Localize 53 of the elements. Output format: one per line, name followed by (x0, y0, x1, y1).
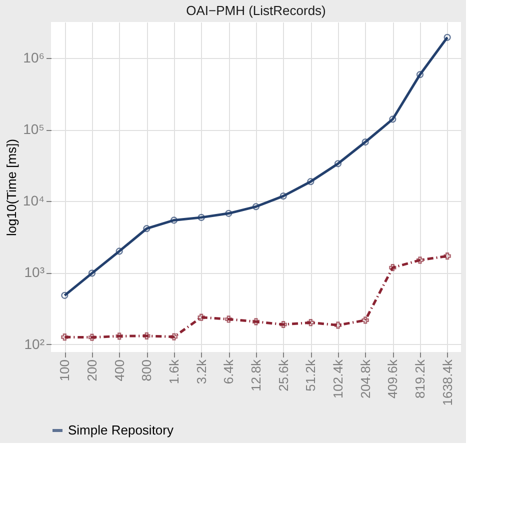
point (444, 252, 451, 260)
point (116, 248, 123, 255)
point (416, 256, 424, 264)
point (225, 316, 232, 323)
point (143, 225, 150, 232)
point (334, 322, 342, 329)
point (362, 138, 369, 146)
y-tick-label: 10² (24, 336, 45, 352)
x-tick-label: 51.2k (303, 359, 318, 392)
point (61, 334, 68, 341)
point (362, 316, 369, 324)
x-tick-label: 3.2k (194, 359, 209, 384)
point (280, 192, 287, 200)
x-tick-label: 12.8k (248, 359, 264, 392)
x-tick-label: 204.8k (358, 359, 373, 399)
point (252, 203, 260, 210)
x-tick-label: 409.6k (385, 359, 400, 399)
x-tick-label: 800 (139, 360, 154, 382)
legend-label: Simple Repository (68, 422, 174, 438)
x-tick-label: 819.2k (412, 359, 428, 399)
point (170, 333, 178, 340)
point (198, 214, 205, 221)
point (252, 318, 260, 326)
x-tick-label: 102.4k (330, 359, 346, 399)
chart-title: OAI−PMH (ListRecords) (186, 3, 326, 18)
point (334, 160, 342, 168)
point (61, 292, 68, 299)
y-tick-label: 10³ (24, 264, 45, 280)
point (198, 314, 205, 321)
point (307, 319, 314, 326)
point (88, 270, 96, 277)
x-tick-label: 1638.4k (440, 359, 455, 406)
point (280, 320, 287, 328)
x-tick-label: 25.6k (276, 359, 291, 392)
y-tick-label: 10⁴ (22, 192, 44, 209)
y-axis-title: log10(Time [ms]) (4, 138, 19, 236)
point (416, 71, 424, 78)
point (389, 116, 396, 123)
x-tick-label: 100 (57, 360, 72, 382)
x-tick-label: 1.6k (166, 359, 182, 384)
point (225, 210, 232, 217)
point (88, 334, 96, 341)
x-tick-label: 400 (112, 360, 127, 382)
x-tick-label: 6.4k (221, 359, 236, 384)
point (444, 34, 451, 41)
x-tick-label: 200 (84, 360, 100, 382)
point (116, 332, 123, 340)
point (143, 332, 150, 340)
y-tick-label: 10⁵ (23, 121, 44, 138)
point (170, 216, 178, 224)
y-tick-label: 10⁶ (23, 50, 44, 66)
point (307, 178, 314, 186)
point (389, 264, 396, 272)
